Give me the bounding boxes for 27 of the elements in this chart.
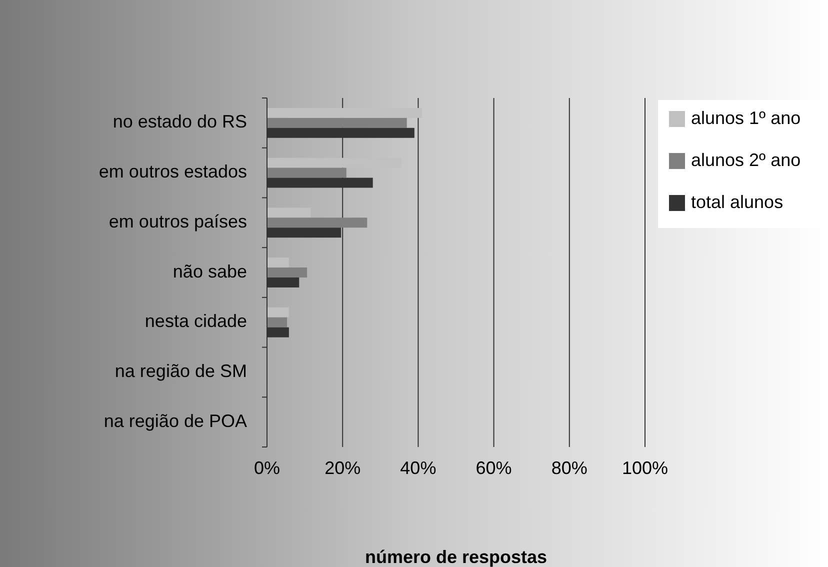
legend-label: alunos 1º ano [691,108,801,128]
bar [267,268,308,278]
bar [267,317,288,328]
x-tick-label: 80% [551,458,588,478]
y-tick-label: nesta cidade [144,311,247,332]
x-tick-label: 20% [324,458,361,478]
x-tick-label: 100% [622,458,668,478]
bar [267,258,289,268]
bar [267,118,407,128]
y-tick-label: na região de SM [114,360,247,381]
bar [267,208,311,218]
y-tick-label: no estado do RS [112,112,247,132]
bar [267,307,289,318]
y-tick-label: em outros estados [98,162,247,182]
y-tick-label: não sabe [172,261,247,282]
x-tick-label: 40% [400,458,436,478]
bar [267,158,402,168]
x-axis-title: número de respostas [364,546,548,567]
bar [267,108,422,118]
bar [267,168,346,178]
bar [267,218,368,228]
x-tick-label: 60% [476,458,512,478]
y-tick-label: na região de POA [104,410,247,431]
y-tick-label: em outros países [108,211,247,232]
legend-label: total alunos [691,192,784,212]
legend-label: alunos 2º ano [691,150,801,170]
x-tick-label: 0% [254,458,280,478]
